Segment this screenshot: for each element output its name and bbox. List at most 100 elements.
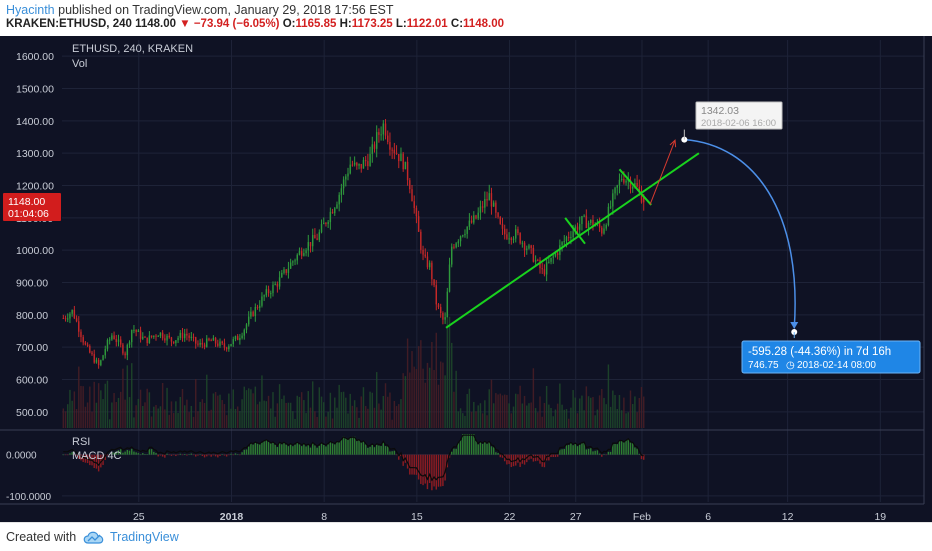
author-link[interactable]: Hyacinth xyxy=(6,3,55,17)
candle-body xyxy=(389,141,391,150)
candle-body xyxy=(590,219,592,223)
macd-histogram-bar xyxy=(439,454,442,487)
candle-body xyxy=(245,324,248,330)
candle-body xyxy=(256,306,259,308)
candle-body xyxy=(629,180,632,189)
target-label[interactable]: 1342.03 2018-02-06 16:00 xyxy=(695,101,783,130)
candle-body xyxy=(212,337,215,341)
volume-bar xyxy=(102,399,104,428)
macd-histogram-bar xyxy=(395,454,398,456)
candle-body xyxy=(289,262,292,269)
open-label: O: xyxy=(282,18,296,30)
candle-body xyxy=(236,336,239,341)
last-price: 1148.00 xyxy=(135,18,177,30)
macd-histogram-bar xyxy=(318,445,321,455)
volume-bar xyxy=(230,408,232,428)
candle-body xyxy=(62,318,65,320)
volume-bar xyxy=(539,396,541,428)
macd-histogram-bar xyxy=(356,440,358,455)
candle-body xyxy=(274,283,276,285)
volume-bar xyxy=(634,396,636,428)
clock-icon: ◷ xyxy=(786,360,795,371)
macd-histogram-bar xyxy=(424,454,426,484)
macd-histogram-bar xyxy=(378,445,380,455)
macd-histogram-bar xyxy=(457,443,460,455)
candle-body xyxy=(561,242,563,246)
volume-bar xyxy=(596,409,599,428)
macd-histogram-bar xyxy=(400,454,402,457)
volume-bar xyxy=(574,397,577,428)
volume-bar xyxy=(455,370,457,428)
volume-bar xyxy=(534,408,537,428)
macd-histogram-bar xyxy=(342,436,345,455)
volume-bar xyxy=(495,393,497,428)
candle-body xyxy=(342,179,345,189)
macd-histogram-bar xyxy=(616,444,618,455)
volume-bar xyxy=(259,401,261,428)
macd-histogram-bar xyxy=(603,454,605,455)
y-tick-label: 600.00 xyxy=(16,375,48,387)
drawings[interactable] xyxy=(445,129,799,339)
candle-body xyxy=(455,243,457,248)
candle-body xyxy=(75,318,78,322)
y-tick-label: 1000.00 xyxy=(16,245,54,257)
volume-bar xyxy=(305,413,307,428)
volume-bar xyxy=(532,368,535,428)
volume-bar xyxy=(197,411,199,428)
candle-body xyxy=(250,311,252,317)
candle-body xyxy=(307,242,310,251)
tradingview-brand-link[interactable]: TradingView xyxy=(110,530,179,544)
volume-bar xyxy=(73,391,76,428)
volume-bar xyxy=(481,413,484,428)
volume-bar xyxy=(570,407,572,428)
volume-bar xyxy=(442,362,444,428)
macd-histogram-bar xyxy=(554,454,557,458)
macd-histogram-bar xyxy=(576,446,579,455)
candle-body xyxy=(223,343,226,348)
volume-bar xyxy=(300,392,303,428)
projection-curve xyxy=(684,138,796,329)
candle-body xyxy=(618,179,621,186)
macd-histogram-bar xyxy=(426,454,429,490)
candle-body xyxy=(638,186,641,191)
tradingview-cloud-icon[interactable] xyxy=(82,529,106,545)
osc-tick-label: -100.0000 xyxy=(6,492,51,503)
volume-bar xyxy=(124,399,126,428)
x-tick-label: Feb xyxy=(633,511,651,522)
volume-bar xyxy=(82,386,84,428)
volume-bar xyxy=(528,403,530,428)
y-tick-label: 1400.00 xyxy=(16,116,54,128)
candle-body xyxy=(221,341,223,344)
candle-body xyxy=(353,162,356,165)
volume-bar xyxy=(323,402,325,428)
candle-body xyxy=(261,296,263,306)
volume-bar xyxy=(119,391,122,428)
volume-bar xyxy=(95,402,98,428)
volume-bar xyxy=(371,392,374,428)
volume-bar xyxy=(433,370,435,428)
macd-histogram-bar xyxy=(146,454,148,455)
chart-container[interactable]: 500.00600.00700.00800.00900.001000.00110… xyxy=(0,36,932,523)
candle-body xyxy=(433,279,435,286)
volume-bar xyxy=(122,368,124,428)
macd-histogram-bar xyxy=(104,454,106,460)
candle-body xyxy=(69,313,71,319)
volume-bar xyxy=(548,404,550,428)
volume-bar xyxy=(307,391,310,428)
macd-histogram-bar xyxy=(481,443,484,455)
candle-body xyxy=(320,224,323,233)
volume-bar xyxy=(552,416,554,428)
candle-body xyxy=(411,189,413,202)
price-tag: 1148.00 01:04:06 xyxy=(3,193,61,221)
volume-bar xyxy=(161,383,164,428)
macd-histogram-bar xyxy=(329,442,332,455)
volume-bar xyxy=(351,405,354,428)
macd-histogram-bar xyxy=(587,448,590,455)
macd-histogram-bar xyxy=(309,447,312,455)
price-chart[interactable]: 500.00600.00700.00800.00900.001000.00110… xyxy=(0,36,932,523)
candle-body xyxy=(605,225,607,229)
macd-histogram-bar xyxy=(172,454,175,456)
candle-body xyxy=(153,335,155,337)
measure-label[interactable]: -595.28 (-44.36%) in 7d 16h 746.75 ◷ 201… xyxy=(741,340,921,374)
volume-bar xyxy=(636,412,638,428)
